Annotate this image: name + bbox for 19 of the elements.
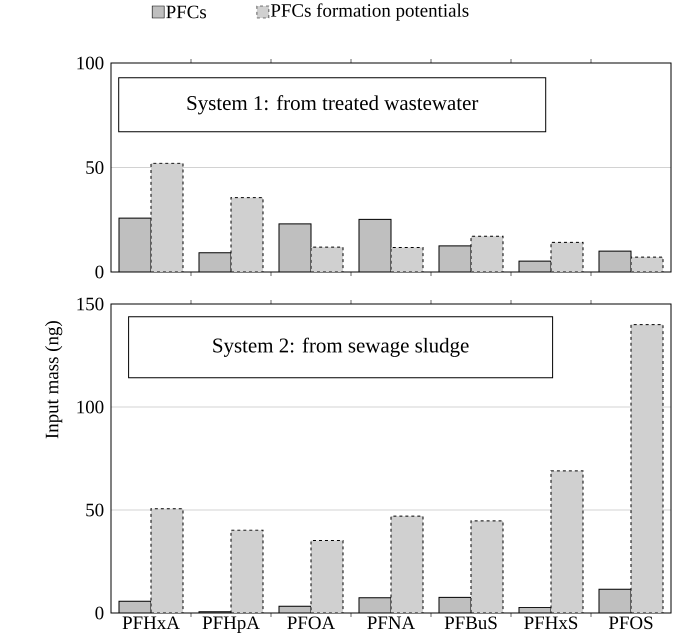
annotation: System 1: from treated wastewater xyxy=(187,95,478,114)
x-tick-label: PFOS xyxy=(608,616,652,630)
y-tick-label: 0 xyxy=(95,606,104,620)
x-tick-label: PFOA xyxy=(287,616,336,630)
annotation: System 2: from sewage sludge xyxy=(213,338,469,357)
y-tick-label: 100 xyxy=(77,56,104,70)
y-tick-label: 0 xyxy=(95,266,104,278)
y-tick-label: 50 xyxy=(86,504,104,516)
y-tick-label: 100 xyxy=(77,400,104,414)
y-tick-label: 50 xyxy=(86,161,104,174)
x-tick-label: PFHpA xyxy=(202,616,260,633)
legend-label: PFCs formation potentials xyxy=(270,3,468,21)
y-tick-label: 150 xyxy=(77,298,104,310)
x-tick-label: PFHxA xyxy=(122,616,180,629)
x-tick-label: PFBuS xyxy=(444,616,497,630)
x-tick-label: PFNA xyxy=(367,616,416,629)
x-tick-label: PFHxS xyxy=(524,616,578,630)
legend-label: PFCs xyxy=(166,6,206,18)
y-axis-title: Input mass (ng) xyxy=(45,321,62,438)
